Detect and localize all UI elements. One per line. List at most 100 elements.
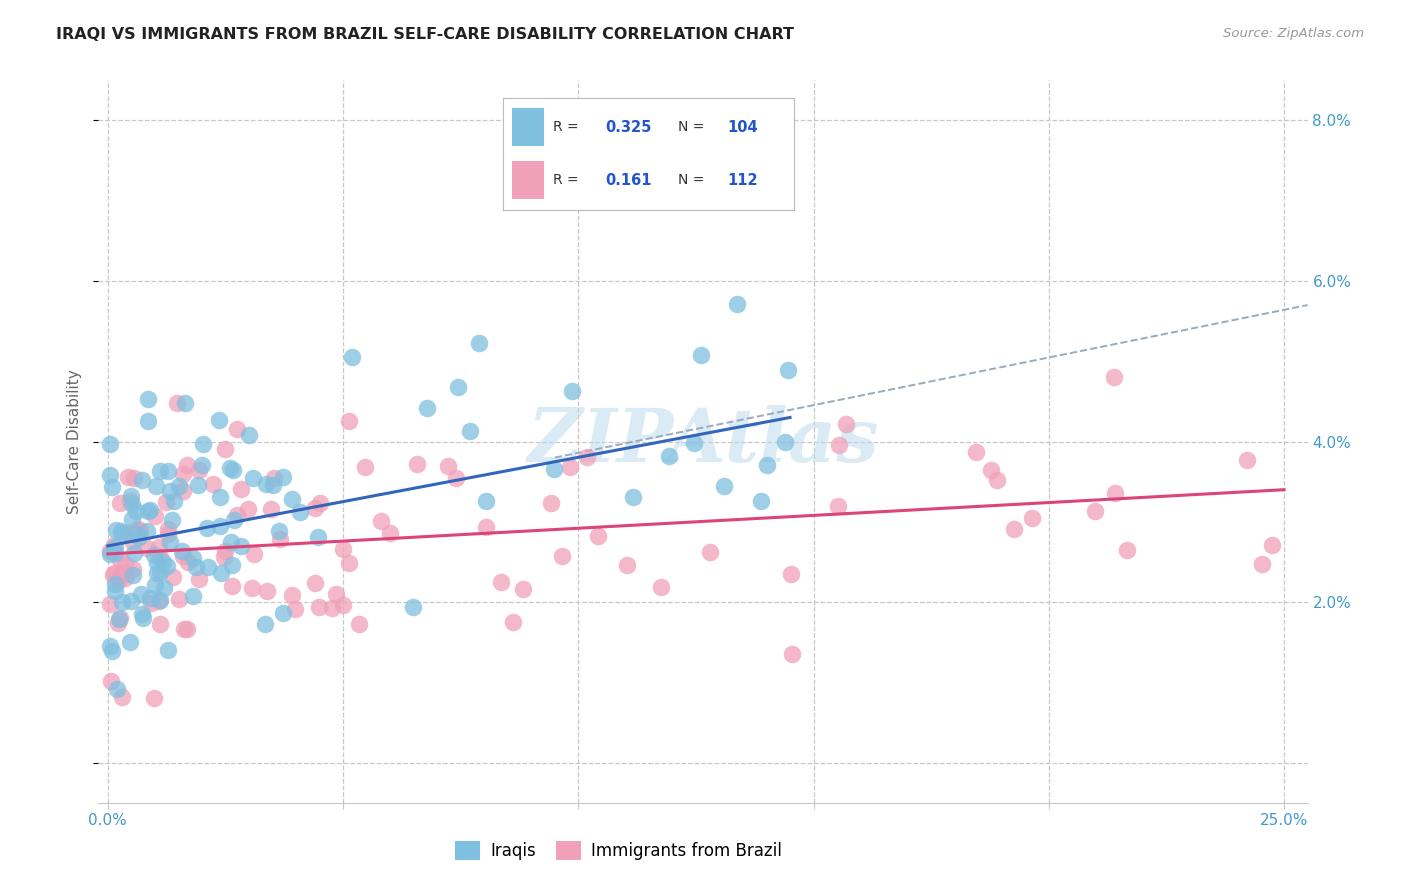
Text: Source: ZipAtlas.com: Source: ZipAtlas.com xyxy=(1223,27,1364,40)
Point xyxy=(122,535,145,549)
Point xyxy=(260,502,283,516)
Point xyxy=(135,524,157,538)
Point xyxy=(143,508,166,523)
Point xyxy=(156,527,179,541)
Point xyxy=(713,479,735,493)
Point xyxy=(776,363,799,377)
Point xyxy=(149,616,172,631)
Point xyxy=(114,570,136,584)
Point xyxy=(242,547,264,561)
Point xyxy=(121,512,143,526)
Point xyxy=(157,465,180,479)
Point xyxy=(262,478,284,492)
Point xyxy=(1084,504,1107,518)
Point xyxy=(145,479,167,493)
Point xyxy=(118,635,141,649)
Point xyxy=(304,501,326,516)
Point xyxy=(105,681,128,696)
Point xyxy=(131,607,153,621)
Point xyxy=(98,437,121,451)
Point xyxy=(148,540,170,554)
Point xyxy=(980,463,1002,477)
Point xyxy=(98,468,121,483)
Point xyxy=(238,427,260,442)
Point xyxy=(143,548,166,562)
Point xyxy=(458,424,481,438)
Point xyxy=(191,458,214,472)
Point xyxy=(725,297,748,311)
Point xyxy=(104,540,127,554)
Point xyxy=(347,617,370,632)
Point xyxy=(108,611,131,625)
Point xyxy=(111,690,134,704)
Point xyxy=(835,417,858,431)
Point xyxy=(176,458,198,472)
Point xyxy=(253,617,276,632)
Point xyxy=(127,523,149,537)
Point xyxy=(188,463,211,477)
Point xyxy=(187,478,209,492)
Point xyxy=(225,508,247,522)
Point xyxy=(827,499,849,513)
Point xyxy=(157,643,180,657)
Point xyxy=(240,582,263,596)
Point xyxy=(621,490,644,504)
Point xyxy=(271,470,294,484)
Point xyxy=(121,497,143,511)
Point xyxy=(98,597,121,611)
Point xyxy=(172,483,194,498)
Point xyxy=(163,494,186,508)
Point xyxy=(111,566,134,580)
Point xyxy=(307,529,329,543)
Point xyxy=(229,482,252,496)
Point xyxy=(122,568,145,582)
Point xyxy=(114,557,136,571)
Point xyxy=(965,445,987,459)
Point xyxy=(221,579,243,593)
Point xyxy=(502,615,524,630)
Point xyxy=(149,593,172,607)
Point xyxy=(148,594,170,608)
Point xyxy=(280,588,302,602)
Point xyxy=(149,549,172,564)
Point xyxy=(209,519,232,533)
Point xyxy=(271,607,294,621)
Point xyxy=(153,581,176,595)
Point xyxy=(103,537,125,551)
Point xyxy=(304,575,326,590)
Point xyxy=(193,437,215,451)
Point xyxy=(780,647,803,661)
Point xyxy=(172,544,194,558)
Point xyxy=(512,582,534,597)
Point xyxy=(561,384,583,399)
Point xyxy=(118,526,141,541)
Point xyxy=(107,574,129,588)
Point xyxy=(212,550,235,565)
Point xyxy=(225,422,247,436)
Point xyxy=(197,560,219,574)
Point xyxy=(222,513,245,527)
Point xyxy=(98,639,121,653)
Point xyxy=(309,496,332,510)
Point xyxy=(588,529,610,543)
Point xyxy=(475,494,498,508)
Point xyxy=(1021,511,1043,525)
Point xyxy=(775,434,797,449)
Point xyxy=(160,513,183,527)
Point xyxy=(173,622,195,636)
Point xyxy=(122,562,145,576)
Point xyxy=(699,544,721,558)
Point xyxy=(122,546,145,560)
Point xyxy=(174,395,197,409)
Point xyxy=(209,566,232,581)
Point xyxy=(222,463,245,477)
Point xyxy=(281,492,304,507)
Point xyxy=(135,541,157,556)
Point xyxy=(263,471,285,485)
Point xyxy=(108,496,131,510)
Point xyxy=(159,484,181,499)
Point xyxy=(402,599,425,614)
Point xyxy=(110,524,132,539)
Point xyxy=(340,350,363,364)
Point xyxy=(749,494,772,508)
